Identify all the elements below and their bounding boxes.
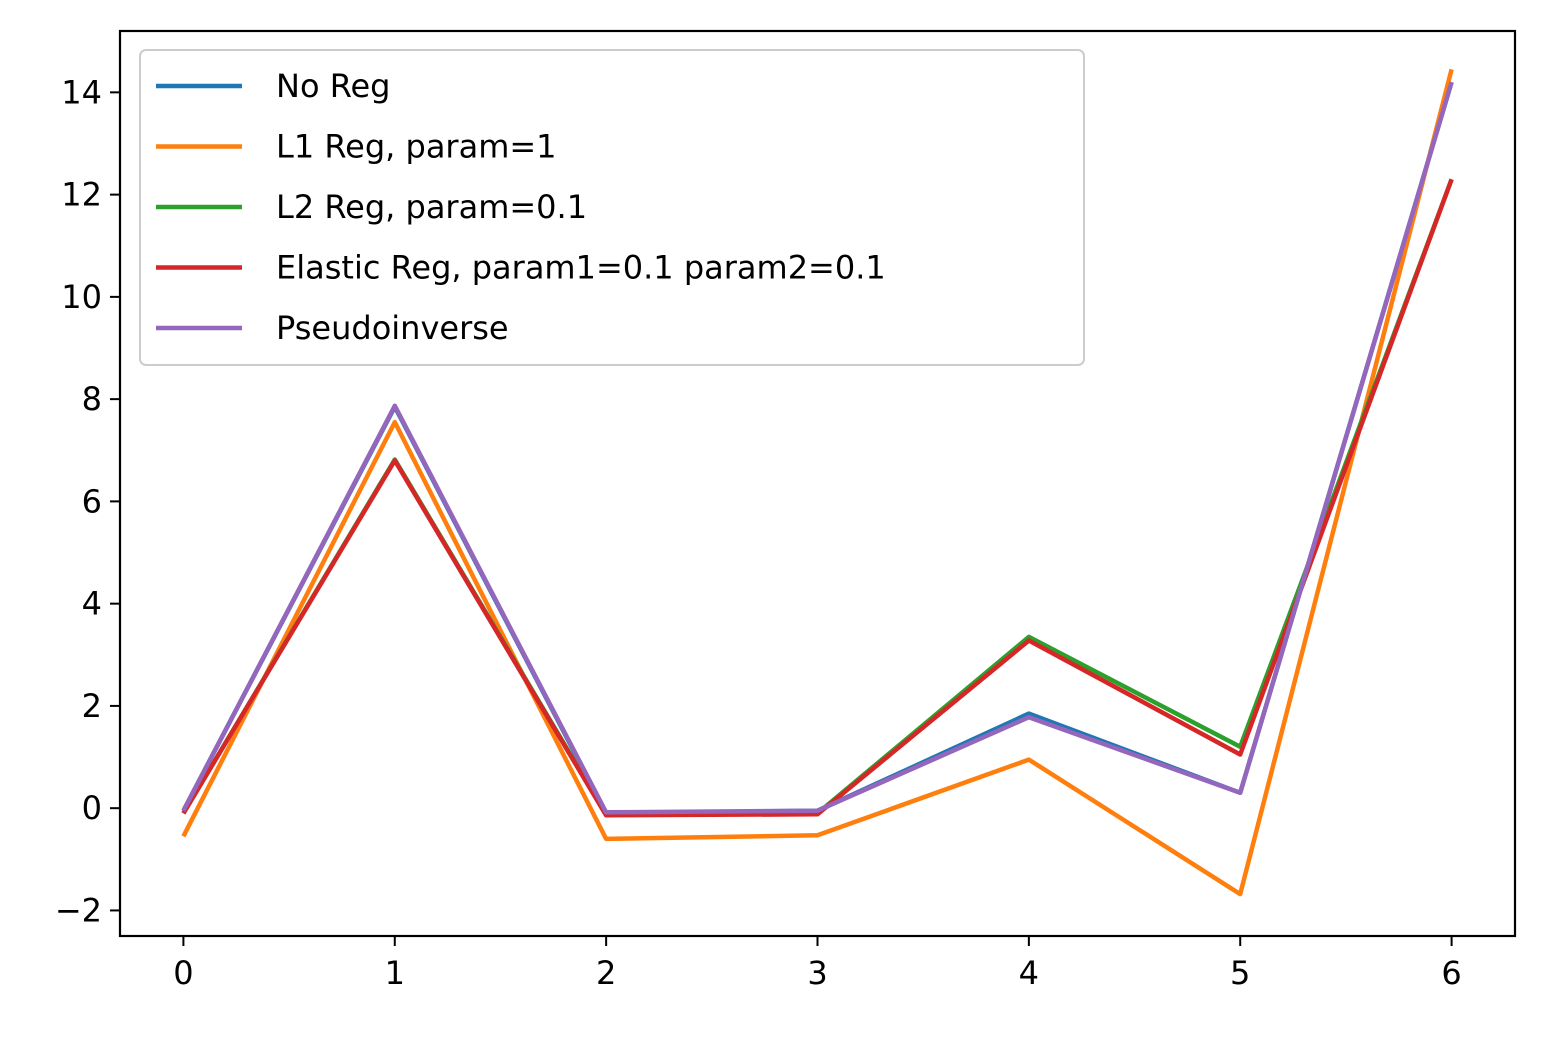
x-tick-label: 2 [596,954,616,992]
series-line-1 [181,68,1454,897]
x-tick-label: 1 [385,954,405,992]
y-tick-label: 10 [61,278,102,316]
legend-label-0: No Reg [276,67,390,105]
legend-label-1: L1 Reg, param=1 [276,128,557,166]
y-tick-label: 8 [82,380,102,418]
x-tick-label: 3 [807,954,827,992]
x-tick-label: 0 [173,954,193,992]
y-tick-label: 6 [82,482,102,520]
y-tick-label: 2 [82,687,102,725]
series-line-3 [181,178,1454,818]
legend-box [139,49,1085,366]
y-tick-label: 0 [82,789,102,827]
y-tick-label: 4 [82,585,102,623]
x-tick-label: 4 [1019,954,1039,992]
y-tick-label: 14 [61,73,102,111]
legend-label-2: L2 Reg, param=0.1 [276,188,587,226]
y-tick-label: 12 [61,176,102,214]
legend-label-4: Pseudoinverse [276,309,509,347]
series-layer [181,68,1454,897]
x-tick-label: 6 [1441,954,1461,992]
x-tick-label: 5 [1230,954,1250,992]
x-axis: 0 1 2 3 4 5 6 [173,936,1462,992]
series-line-4 [181,81,1454,815]
legend: No Reg L1 Reg, param=1 L2 Reg, param=0.1 El… [139,49,1085,366]
y-axis: −2 0 2 4 6 8 10 12 14 [55,73,120,929]
legend-label-3: Elastic Reg, param1=0.1 param2=0.1 [276,249,886,287]
y-tick-label: −2 [55,891,102,929]
